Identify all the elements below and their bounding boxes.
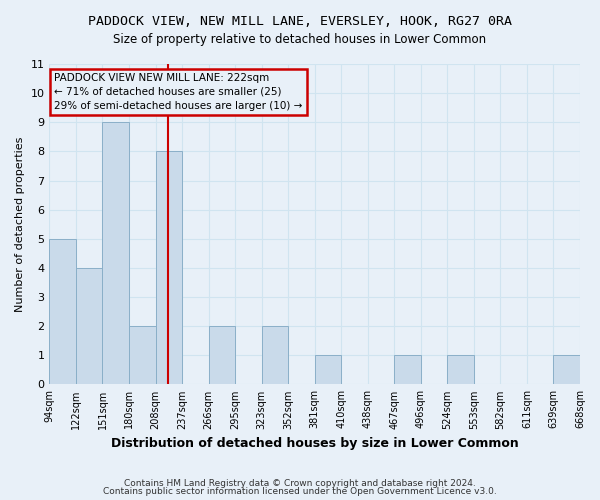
Bar xyxy=(103,122,129,384)
Bar xyxy=(448,356,474,384)
Bar xyxy=(155,152,182,384)
Y-axis label: Number of detached properties: Number of detached properties xyxy=(15,136,25,312)
Bar xyxy=(315,356,341,384)
Text: Size of property relative to detached houses in Lower Common: Size of property relative to detached ho… xyxy=(113,32,487,46)
Bar xyxy=(49,239,76,384)
Text: Contains public sector information licensed under the Open Government Licence v3: Contains public sector information licen… xyxy=(103,487,497,496)
Text: PADDOCK VIEW NEW MILL LANE: 222sqm
← 71% of detached houses are smaller (25)
29%: PADDOCK VIEW NEW MILL LANE: 222sqm ← 71%… xyxy=(54,72,302,110)
Text: Contains HM Land Registry data © Crown copyright and database right 2024.: Contains HM Land Registry data © Crown c… xyxy=(124,478,476,488)
Bar xyxy=(209,326,235,384)
Bar xyxy=(394,356,421,384)
Bar xyxy=(76,268,103,384)
Bar xyxy=(262,326,288,384)
Text: PADDOCK VIEW, NEW MILL LANE, EVERSLEY, HOOK, RG27 0RA: PADDOCK VIEW, NEW MILL LANE, EVERSLEY, H… xyxy=(88,15,512,28)
Bar xyxy=(553,356,580,384)
X-axis label: Distribution of detached houses by size in Lower Common: Distribution of detached houses by size … xyxy=(111,437,518,450)
Bar xyxy=(129,326,155,384)
